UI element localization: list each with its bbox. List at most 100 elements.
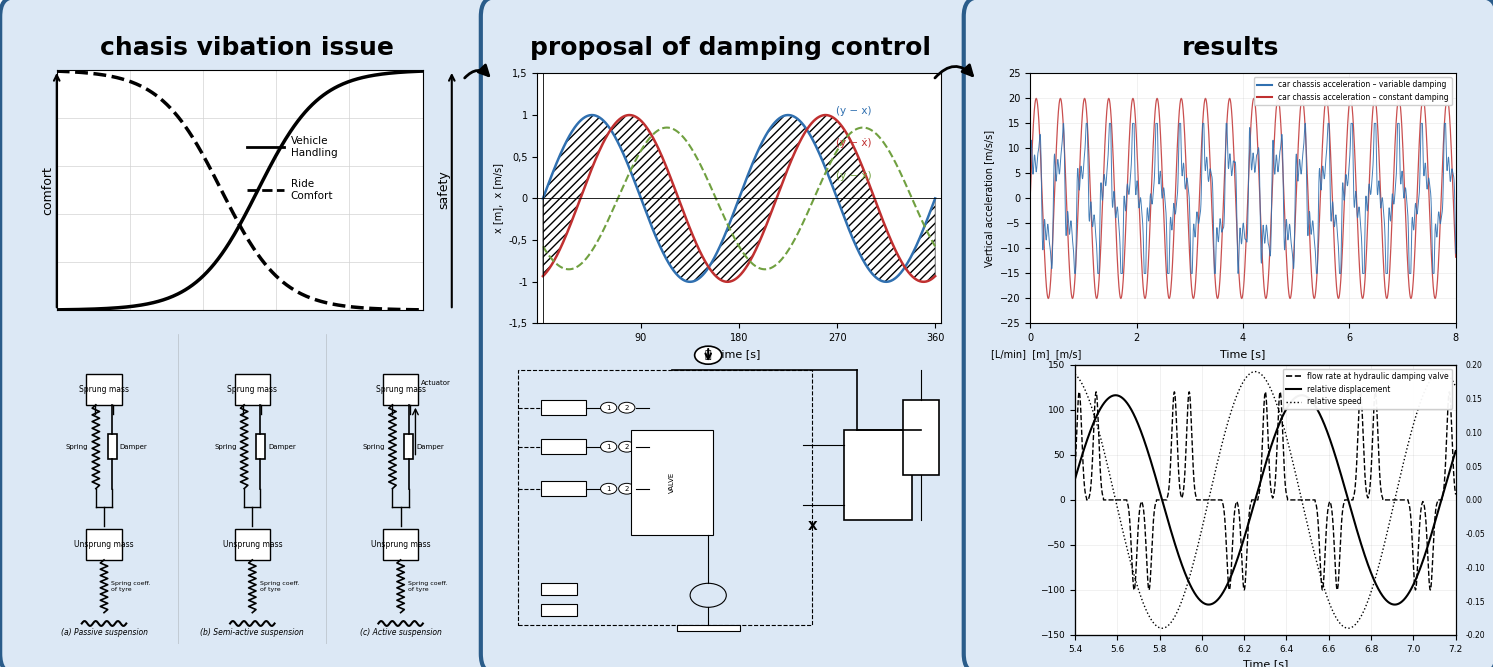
relative displacement [1109,392,1127,400]
relative speed [1439,372,1457,380]
Text: 2: 2 [624,486,629,492]
X-axis label: Time [s]: Time [s] [1242,659,1288,667]
Bar [903,400,939,475]
Circle shape [618,484,635,494]
Line: flow rate at hydraulic damping valve: flow rate at hydraulic damping valve [1075,392,1456,590]
relative displacement [1447,447,1465,455]
relative speed [1066,370,1084,378]
Bar [382,374,418,405]
Text: X: X [808,520,817,533]
flow rate at hydraulic damping valve [1439,396,1457,404]
Bar [540,482,587,496]
Circle shape [618,442,635,452]
Text: 1: 1 [606,444,611,450]
Line: relative displacement: relative displacement [1075,396,1456,604]
Text: Unsprung mass: Unsprung mass [222,540,282,549]
Bar [540,400,587,415]
Text: chasis vibation issue: chasis vibation issue [100,36,394,60]
Text: Damper: Damper [119,444,148,450]
relative speed [1447,382,1465,390]
Text: proposal of damping control: proposal of damping control [530,36,930,60]
Bar [844,430,912,520]
Text: Ride
Comfort: Ride Comfort [291,179,333,201]
Text: Damper: Damper [417,444,443,450]
relative displacement [1066,475,1084,483]
FancyBboxPatch shape [481,0,979,667]
Text: (y − ẋ): (y − ẋ) [836,171,872,181]
relative displacement [1212,592,1230,600]
Legend: car chassis acceleration – variable damping, car chassis acceleration – constant: car chassis acceleration – variable damp… [1254,77,1451,105]
Text: VALVE: VALVE [669,472,675,494]
Text: (y − ẋ): (y − ẋ) [836,139,872,148]
Bar [234,529,270,560]
relative speed [1339,624,1357,632]
Text: Spring: Spring [363,444,385,450]
Text: Spring coeff.
of tyre: Spring coeff. of tyre [408,581,448,592]
Y-axis label: Vertical acceleration [m/s/s]: Vertical acceleration [m/s/s] [984,130,994,267]
relative speed [1212,444,1230,452]
Text: Damper: Damper [267,444,296,450]
relative displacement [1439,471,1457,479]
Text: (c) Active suspension: (c) Active suspension [360,628,442,638]
Text: (a) Passive suspension: (a) Passive suspension [61,628,148,638]
Bar [234,374,270,405]
Bar [87,529,122,560]
Text: Spring: Spring [66,444,88,450]
Bar [405,434,414,460]
Text: Unsprung mass: Unsprung mass [370,540,430,549]
Line: relative speed: relative speed [1075,372,1456,628]
Text: 1: 1 [606,405,611,411]
relative displacement [1399,591,1417,599]
Y-axis label: x [m],  x [m/s]: x [m], x [m/s] [493,163,503,233]
Bar [87,374,122,405]
Text: Spring coeff.
of tyre: Spring coeff. of tyre [112,581,151,592]
Legend: flow rate at hydraulic damping valve, relative displacement, relative speed: flow rate at hydraulic damping valve, re… [1282,369,1451,410]
Text: results: results [1181,36,1280,60]
Text: Sprung mass: Sprung mass [227,385,278,394]
Text: Sprung mass: Sprung mass [376,385,426,394]
flow rate at hydraulic damping valve [1229,499,1247,507]
relative displacement [1293,392,1311,400]
Circle shape [600,484,617,494]
relative speed [1132,593,1150,601]
Circle shape [600,442,617,452]
flow rate at hydraulic damping valve [1399,496,1417,504]
Circle shape [618,402,635,413]
Bar [382,529,418,560]
Bar [107,434,116,460]
Bar [540,583,576,595]
relative speed [1432,368,1450,376]
Text: [L/min]  [m]  [m/s]: [L/min] [m] [m/s] [991,350,1081,360]
Text: 1: 1 [606,486,611,492]
relative speed [1109,508,1127,516]
Text: Sprung mass: Sprung mass [79,385,128,394]
flow rate at hydraulic damping valve [1066,468,1084,476]
relative displacement [1200,600,1218,608]
Text: Vehicle
Handling: Vehicle Handling [291,136,337,157]
FancyBboxPatch shape [0,0,494,667]
Text: Ⓓ: Ⓓ [705,350,712,360]
relative speed [1399,443,1417,451]
Text: (b) Semi-active suspension: (b) Semi-active suspension [200,628,305,638]
Text: 2: 2 [624,405,629,411]
Y-axis label: comfort: comfort [40,165,54,215]
flow rate at hydraulic damping valve [1441,388,1459,396]
Text: Spring: Spring [213,444,237,450]
Text: Unsprung mass: Unsprung mass [75,540,134,549]
FancyBboxPatch shape [964,0,1493,667]
Circle shape [694,346,721,364]
relative speed [1229,390,1247,398]
Bar [518,370,812,626]
Text: safety: safety [437,171,451,209]
flow rate at hydraulic damping valve [1329,586,1347,594]
X-axis label: time [s]: time [s] [717,349,761,359]
flow rate at hydraulic damping valve [1132,499,1150,507]
Circle shape [600,402,617,413]
X-axis label: Time [s]: Time [s] [1220,349,1266,359]
Text: 2: 2 [624,444,629,450]
relative displacement [1132,428,1150,436]
relative displacement [1229,554,1247,562]
Bar [540,439,587,454]
Bar [255,434,264,460]
Bar [540,604,576,616]
